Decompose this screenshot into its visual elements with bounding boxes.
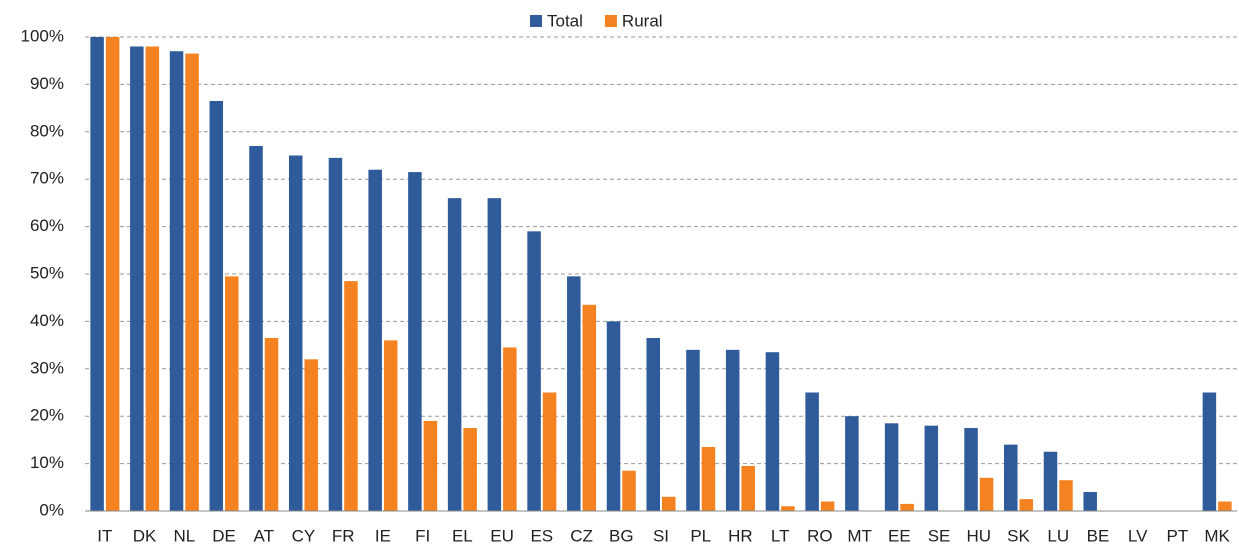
bar <box>582 304 597 511</box>
bar <box>701 447 716 511</box>
bar <box>542 392 557 511</box>
bar <box>567 276 581 511</box>
x-tick-label: RO <box>807 526 833 545</box>
bar <box>383 340 398 511</box>
bar <box>145 46 160 511</box>
x-tick-label: DE <box>212 526 236 545</box>
bar <box>304 359 318 511</box>
y-tick-label: 90% <box>30 74 64 93</box>
x-tick-label: CZ <box>570 526 593 545</box>
x-tick-label: SK <box>1007 526 1030 545</box>
y-tick-label: 70% <box>30 169 64 188</box>
bar <box>487 198 502 511</box>
x-tick-label: MK <box>1204 526 1230 545</box>
bar <box>1043 451 1058 511</box>
x-tick-label: BE <box>1087 526 1110 545</box>
bar <box>105 37 120 511</box>
bar <box>209 100 224 512</box>
x-tick-label: SI <box>653 526 669 545</box>
bar <box>1019 499 1034 511</box>
x-tick-label: CY <box>292 526 316 545</box>
x-tick-label: FI <box>415 526 430 545</box>
bar <box>503 347 517 511</box>
x-tick-label: PL <box>690 526 711 545</box>
y-tick-label: 10% <box>30 453 64 472</box>
x-tick-label: BG <box>609 526 634 545</box>
bar <box>900 503 914 511</box>
bar <box>845 416 859 511</box>
x-tick-label: LU <box>1047 526 1069 545</box>
bar <box>725 349 740 511</box>
bar <box>130 46 144 511</box>
y-tick-label: 20% <box>30 406 64 425</box>
bar <box>924 425 939 511</box>
bar <box>622 470 636 511</box>
legend-label: Total <box>547 11 583 30</box>
x-tick-label: IE <box>375 526 391 545</box>
y-tick-label: 100% <box>21 26 64 45</box>
y-tick-label: 50% <box>30 263 64 282</box>
y-tick-label: 60% <box>30 216 64 235</box>
x-tick-label: NL <box>173 526 195 545</box>
bar <box>408 172 422 511</box>
x-tick-label: HR <box>728 526 753 545</box>
x-tick-label: HU <box>967 526 992 545</box>
x-tick-label: AT <box>254 526 274 545</box>
bar <box>686 349 700 511</box>
x-tick-label: FR <box>332 526 355 545</box>
x-tick-label: IT <box>97 526 112 545</box>
bar <box>463 428 477 511</box>
y-tick-label: 80% <box>30 121 64 140</box>
x-tick-label: EU <box>490 526 514 545</box>
x-tick-label: DK <box>133 526 157 545</box>
bar <box>344 281 358 511</box>
x-tick-label: PT <box>1167 526 1189 545</box>
bar <box>884 423 899 511</box>
x-tick-label: MT <box>847 526 872 545</box>
x-tick-label: EE <box>888 526 911 545</box>
bar <box>249 146 263 511</box>
bar <box>606 321 621 511</box>
x-tick-label: ES <box>530 526 553 545</box>
bar <box>979 477 994 511</box>
y-tick-label: 30% <box>30 358 64 377</box>
bar <box>765 352 780 511</box>
bar <box>662 496 676 511</box>
legend-swatch <box>530 15 542 27</box>
x-tick-label: SE <box>928 526 951 545</box>
bar <box>527 231 541 511</box>
bar <box>225 276 239 511</box>
x-tick-label: LT <box>771 526 790 545</box>
bar <box>328 157 343 511</box>
bar <box>447 198 462 511</box>
bar <box>781 506 795 511</box>
y-tick-label: 40% <box>30 311 64 330</box>
bar <box>423 420 438 511</box>
bar <box>964 428 978 511</box>
bar <box>169 51 184 511</box>
bar <box>646 337 660 511</box>
bar <box>1004 444 1018 511</box>
bar <box>741 465 755 511</box>
bar <box>1059 480 1073 511</box>
bar <box>1202 392 1217 511</box>
y-tick-label: 0% <box>39 500 64 519</box>
bar <box>1083 492 1097 511</box>
bar <box>805 392 819 511</box>
bar <box>288 155 303 511</box>
bar <box>90 37 104 511</box>
bar <box>1218 501 1232 511</box>
legend-swatch <box>604 15 617 27</box>
bar <box>264 337 279 511</box>
bar <box>368 169 382 511</box>
x-tick-label: EL <box>452 526 473 545</box>
legend-label: Rural <box>622 11 663 30</box>
x-tick-label: LV <box>1128 526 1148 545</box>
bar <box>820 501 835 511</box>
bar <box>185 53 199 512</box>
